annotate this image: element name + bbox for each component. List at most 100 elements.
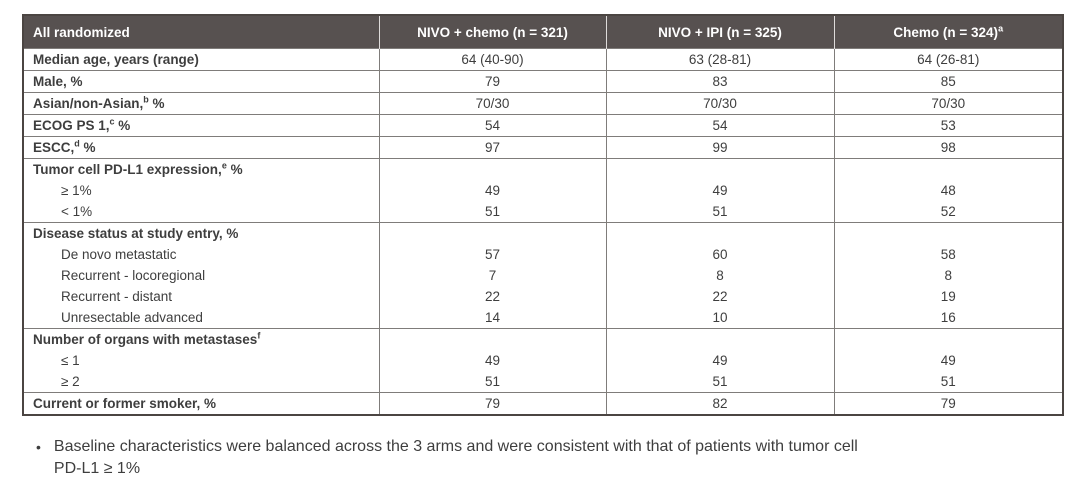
row-label: Median age, years (range) xyxy=(23,48,379,71)
value-cell: 19 xyxy=(833,286,1063,307)
row-label: < 1% xyxy=(23,201,379,223)
table-row: ≤ 1 49 49 49 xyxy=(23,350,1063,371)
footnote-sup: c xyxy=(109,116,115,127)
header-nivo-chemo: NIVO + chemo (n = 321) xyxy=(378,15,606,49)
value-cell: 49 xyxy=(833,350,1063,371)
row-label: Recurrent - distant xyxy=(23,286,379,307)
value-cell: 51 xyxy=(378,371,606,393)
header-chemo-label: Chemo (n = 324) xyxy=(893,24,999,40)
value-cell: 51 xyxy=(605,201,834,223)
takeaway-bullet: • Baseline characteristics were balanced… xyxy=(36,436,858,480)
value-cell: 58 xyxy=(833,244,1063,265)
value-cell xyxy=(378,328,606,350)
value-cell: 70/30 xyxy=(833,92,1063,115)
value-cell: 63 (28-81) xyxy=(605,48,834,71)
takeaway-text: Baseline characteristics were balanced a… xyxy=(54,436,858,480)
value-cell: 79 xyxy=(378,392,606,415)
table-row: Male, % 79 83 85 xyxy=(23,70,1063,93)
value-cell: 49 xyxy=(378,350,606,371)
value-cell: 51 xyxy=(605,371,834,393)
header-chemo: Chemo (n = 324)a xyxy=(833,15,1063,49)
value-cell: 8 xyxy=(605,265,834,286)
value-cell: 48 xyxy=(833,180,1063,201)
bullet-icon: • xyxy=(36,439,41,455)
header-all-randomized: All randomized xyxy=(23,15,379,49)
value-cell: 60 xyxy=(605,244,834,265)
row-label: ≥ 2 xyxy=(23,371,379,393)
value-cell: 83 xyxy=(605,70,834,93)
value-cell xyxy=(605,222,834,244)
header-nivo-ipi-label: NIVO + IPI (n = 325) xyxy=(658,24,782,40)
row-label: Asian/non-Asian,b % xyxy=(23,92,379,115)
value-cell: 54 xyxy=(605,114,834,137)
table-row: Current or former smoker, % 79 82 79 xyxy=(23,392,1063,415)
value-cell: 52 xyxy=(833,201,1063,223)
value-cell xyxy=(605,328,834,350)
value-cell: 51 xyxy=(378,201,606,223)
row-label: Current or former smoker, % xyxy=(23,392,379,415)
row-label: Tumor cell PD-L1 expression,e % xyxy=(23,158,379,180)
table-row: Median age, years (range) 64 (40-90) 63 (2… xyxy=(23,48,1063,71)
value-cell: 49 xyxy=(378,180,606,201)
row-label: ESCC,d % xyxy=(23,136,379,159)
table-row: ESCC,d % 97 99 98 xyxy=(23,136,1063,159)
value-cell: 54 xyxy=(378,114,606,137)
table-row: De novo metastatic 57 60 58 xyxy=(23,244,1063,265)
footnote-sup: d xyxy=(74,138,80,149)
table-row: ≥ 2 51 51 51 xyxy=(23,371,1063,393)
row-label: Number of organs with metastasesf xyxy=(23,328,379,350)
table-row: Number of organs with metastasesf xyxy=(23,328,1063,350)
value-cell: 97 xyxy=(378,136,606,159)
value-cell xyxy=(378,158,606,180)
value-cell: 7 xyxy=(378,265,606,286)
value-cell: 22 xyxy=(605,286,834,307)
value-cell xyxy=(833,158,1063,180)
row-label: ≥ 1% xyxy=(23,180,379,201)
table-row: Recurrent - locoregional 7 8 8 xyxy=(23,265,1063,286)
value-cell: 49 xyxy=(605,180,834,201)
value-cell: 14 xyxy=(378,307,606,329)
table-row: ECOG PS 1,c % 54 54 53 xyxy=(23,114,1063,137)
value-cell: 16 xyxy=(833,307,1063,329)
value-cell: 98 xyxy=(833,136,1063,159)
value-cell: 99 xyxy=(605,136,834,159)
table-row: Unresectable advanced 14 10 16 xyxy=(23,307,1063,329)
row-label: ≤ 1 xyxy=(23,350,379,371)
footnote-sup: b xyxy=(143,94,149,105)
value-cell xyxy=(833,328,1063,350)
value-cell xyxy=(378,222,606,244)
row-label: Unresectable advanced xyxy=(23,307,379,329)
value-cell: 79 xyxy=(378,70,606,93)
table-row: Disease status at study entry, % xyxy=(23,222,1063,244)
table-header-row: All randomized NIVO + chemo (n = 321) NI… xyxy=(23,15,1063,49)
value-cell: 64 (26-81) xyxy=(833,48,1063,71)
row-label: De novo metastatic xyxy=(23,244,379,265)
value-cell: 49 xyxy=(605,350,834,371)
row-label: Male, % xyxy=(23,70,379,93)
value-cell: 10 xyxy=(605,307,834,329)
row-label: Disease status at study entry, % xyxy=(23,222,379,244)
value-cell: 85 xyxy=(833,70,1063,93)
table-row: Recurrent - distant 22 22 19 xyxy=(23,286,1063,307)
table-row: ≥ 1% 49 49 48 xyxy=(23,180,1063,201)
value-cell: 70/30 xyxy=(378,92,606,115)
value-cell: 79 xyxy=(833,392,1063,415)
value-cell: 57 xyxy=(378,244,606,265)
value-cell: 64 (40-90) xyxy=(378,48,606,71)
table-row: Asian/non-Asian,b % 70/30 70/30 70/30 xyxy=(23,92,1063,115)
footnote-sup: e xyxy=(221,160,227,171)
table-row: < 1% 51 51 52 xyxy=(23,201,1063,223)
baseline-characteristics-table: All randomized NIVO + chemo (n = 321) NI… xyxy=(22,14,1064,416)
takeaway-line-1: Baseline characteristics were balanced a… xyxy=(53,438,858,455)
row-label: Recurrent - locoregional xyxy=(23,265,379,286)
value-cell xyxy=(833,222,1063,244)
value-cell: 22 xyxy=(378,286,606,307)
value-cell: 53 xyxy=(833,114,1063,137)
table-row: Tumor cell PD-L1 expression,e % xyxy=(23,158,1063,180)
value-cell: 51 xyxy=(833,371,1063,393)
value-cell: 82 xyxy=(605,392,834,415)
row-label: ECOG PS 1,c % xyxy=(23,114,379,137)
header-nivo-ipi: NIVO + IPI (n = 325) xyxy=(605,15,834,49)
header-nivo-chemo-label: NIVO + chemo (n = 321) xyxy=(417,24,568,40)
